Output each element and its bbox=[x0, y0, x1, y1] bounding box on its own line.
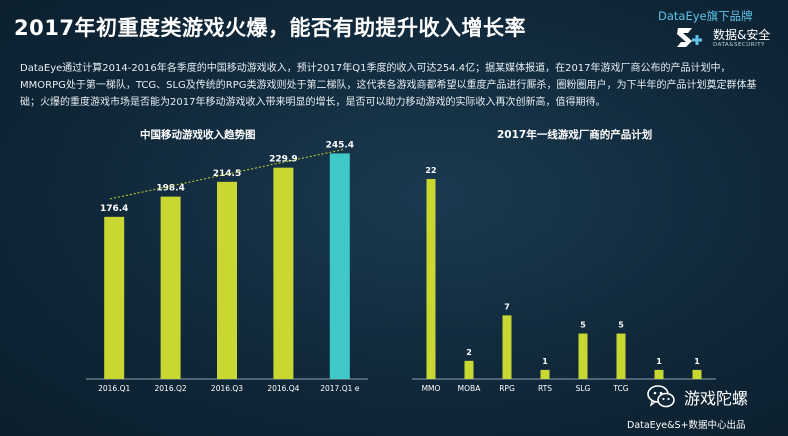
revenue-bar bbox=[329, 153, 350, 379]
product-plan-bar bbox=[616, 333, 626, 379]
product-plan-x-tick-label: RTS bbox=[538, 384, 552, 393]
revenue-bar bbox=[104, 216, 125, 379]
product-plan-bar bbox=[502, 315, 512, 379]
product-plan-bar-value-label: 1 bbox=[542, 357, 548, 366]
revenue-x-tick-label: 2016.Q4 bbox=[267, 384, 299, 393]
revenue-x-tick-label: 2016.Q1 bbox=[98, 384, 130, 393]
wechat-icon bbox=[647, 385, 675, 408]
product-plan-chart-title: 2017年一线游戏厂商的产品计划 bbox=[497, 129, 653, 141]
product-plan-bar bbox=[692, 369, 702, 379]
revenue-x-tick-label: 2016.Q3 bbox=[211, 384, 243, 393]
revenue-bar-value-label: 229.9 bbox=[269, 155, 297, 165]
revenue-chart-title: 中国移动游戏收入趋势图 bbox=[140, 129, 256, 141]
product-plan-bar-value-label: 5 bbox=[580, 321, 586, 330]
product-plan-x-tick-label: TCG bbox=[612, 384, 628, 393]
footer-brand: 游戏陀螺 bbox=[646, 384, 748, 410]
description-paragraph: DataEye通过计算2014-2016年各季度的中国移动游戏收入，预计2017… bbox=[20, 63, 757, 108]
product-plan-x-tick-label: SLG bbox=[576, 384, 591, 393]
product-plan-bar-value-label: 22 bbox=[425, 166, 436, 175]
revenue-x-tick-label: 2016.Q2 bbox=[155, 384, 187, 393]
brand-name: 数据&安全 bbox=[713, 28, 771, 42]
revenue-bar-value-label: 198.4 bbox=[156, 184, 184, 194]
product-plan-x-tick-label: RPG bbox=[499, 384, 515, 393]
revenue-bar-value-label: 214.5 bbox=[213, 169, 241, 179]
product-plan-bar-value-label: 2 bbox=[466, 348, 472, 357]
product-plan-bar bbox=[578, 333, 588, 379]
revenue-bar bbox=[160, 196, 181, 379]
brand-logo-icon bbox=[677, 28, 702, 47]
revenue-x-tick-label: 2017.Q1 e bbox=[320, 384, 360, 393]
product-plan-bar-value-label: 1 bbox=[656, 357, 662, 366]
product-plan-bar bbox=[540, 369, 550, 379]
product-plan-bar bbox=[464, 360, 474, 379]
brand-tagline: DataEye旗下品牌 bbox=[658, 9, 753, 23]
revenue-bar-value-label: 176.4 bbox=[100, 204, 128, 214]
product-plan-x-tick-label: MOBA bbox=[458, 384, 482, 393]
product-plan-bar-value-label: 7 bbox=[504, 302, 510, 311]
product-plan-x-tick-label: MMO bbox=[422, 384, 441, 393]
product-plan-bar-value-label: 1 bbox=[694, 357, 700, 366]
brand-subtitle: DATA&SECURITY bbox=[713, 42, 765, 48]
revenue-bar bbox=[217, 181, 237, 379]
footer-brand-label: 游戏陀螺 bbox=[684, 389, 749, 408]
product-plan-bar-value-label: 5 bbox=[618, 321, 624, 330]
footer-credit: DataEye&S+数据中心出品 bbox=[627, 420, 746, 431]
page-title: 2017年初重度类游戏火爆，能否有助提升收入增长率 bbox=[14, 16, 526, 40]
revenue-bar bbox=[273, 167, 294, 379]
product-plan-bar bbox=[426, 179, 436, 379]
product-plan-bar bbox=[654, 369, 664, 379]
revenue-bar-value-label: 245.4 bbox=[326, 140, 354, 150]
